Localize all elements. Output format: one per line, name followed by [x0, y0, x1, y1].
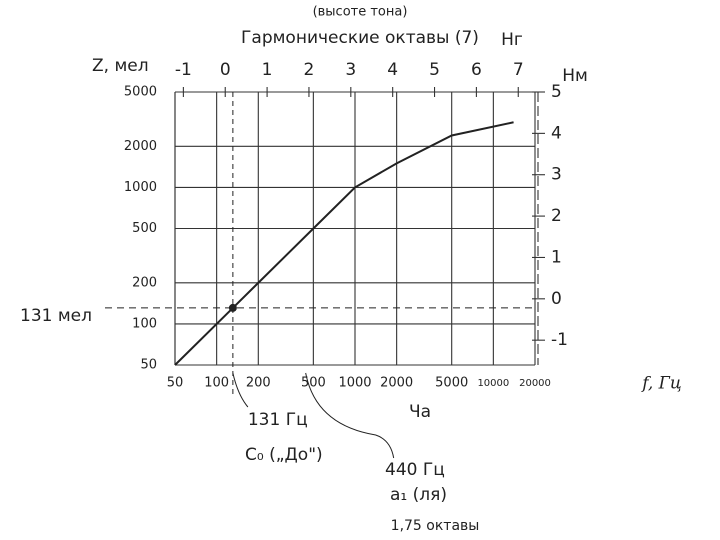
- chart-title: (высоте тона): [313, 5, 408, 20]
- y-tick-label: 100: [132, 316, 157, 331]
- reference-x-label: 131 Гц: [248, 410, 308, 430]
- top-tick-label: 6: [471, 60, 482, 80]
- y2-axis-label: Нм: [562, 66, 588, 86]
- x-tick-label: 1000: [338, 376, 371, 391]
- y2-tick-label: -1: [551, 330, 568, 350]
- reference-point: [228, 303, 237, 312]
- chart-subtitle: Гармонические октавы (7): [241, 28, 479, 48]
- y2-tick-label: 0: [551, 289, 562, 309]
- y2-tick-label: 3: [551, 165, 562, 185]
- y-tick-label: 2000: [124, 139, 157, 154]
- y-tick-label: 200: [132, 275, 157, 290]
- y-tick-label: 50: [140, 358, 157, 373]
- y2-tick-label: 5: [551, 82, 562, 102]
- x-tick-label: 100: [204, 376, 229, 391]
- top-tick-label: 0: [220, 60, 231, 80]
- line: [174, 121, 514, 366]
- top-tick-label: 2: [304, 60, 315, 80]
- reference-y-label: 131 мел: [20, 306, 92, 326]
- footer: 1,75 октавы: [391, 518, 480, 534]
- y2-tick-label: 1: [551, 247, 562, 267]
- x-axis-label: f, Гц: [640, 374, 682, 394]
- x-tick-label: 500: [301, 376, 326, 391]
- y-tick-label: 5000: [124, 85, 157, 100]
- y-tick-label: 1000: [124, 180, 157, 195]
- top-tick-label: 7: [513, 60, 524, 80]
- x-tick-label: 2000: [380, 376, 413, 391]
- top-tick-label: 3: [345, 60, 356, 80]
- top-tick-label: 5: [429, 60, 440, 80]
- x-tick-label: 200: [246, 376, 271, 391]
- top-tick-label: -1: [175, 60, 192, 80]
- pointer-leader: [305, 372, 395, 459]
- x-tick-label: 10000: [477, 378, 509, 389]
- top-tick-label: 4: [387, 60, 398, 80]
- y2-tick-label: 4: [551, 123, 562, 143]
- footer-box: [375, 512, 495, 536]
- reference-note: С₀ („До"): [245, 445, 323, 465]
- x-tick-label: 50: [167, 376, 184, 391]
- reference-leader: [232, 372, 249, 408]
- x-tick-label: 5000: [435, 376, 468, 391]
- top-tick-label: 1: [262, 60, 273, 80]
- pointer-note: a₁ (ля): [390, 485, 447, 505]
- pointer-label: 440 Гц: [385, 460, 445, 480]
- y-tick-label: 500: [132, 221, 157, 236]
- x-axis-label-2: Ча: [409, 402, 431, 422]
- x-tick-label: 20000: [519, 378, 551, 389]
- y2-tick-label: 2: [551, 206, 562, 226]
- top-axis-label: Нг: [501, 30, 523, 50]
- y-axis-label: Z, мел: [92, 56, 149, 76]
